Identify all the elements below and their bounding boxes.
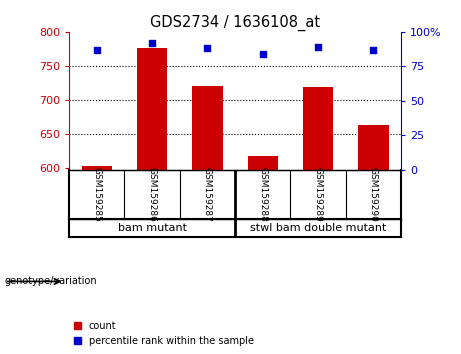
Bar [303, 87, 333, 170]
Text: GSM159289: GSM159289 [313, 167, 323, 222]
Text: GSM159287: GSM159287 [203, 167, 212, 222]
Bar [137, 48, 167, 170]
Point [370, 47, 377, 53]
Bar [82, 166, 112, 170]
Text: bam mutant: bam mutant [118, 223, 187, 233]
Point [93, 47, 100, 53]
Text: GSM159286: GSM159286 [148, 167, 157, 222]
Point [259, 51, 266, 57]
Bar [192, 86, 223, 170]
Text: GSM159285: GSM159285 [92, 167, 101, 222]
Point [148, 40, 156, 46]
Point [314, 44, 322, 50]
Text: GSM159290: GSM159290 [369, 167, 378, 222]
Text: genotype/variation: genotype/variation [5, 276, 97, 286]
Title: GDS2734 / 1636108_at: GDS2734 / 1636108_at [150, 14, 320, 30]
Text: GSM159288: GSM159288 [258, 167, 267, 222]
Point [204, 46, 211, 51]
Bar [358, 125, 389, 170]
Text: stwl bam double mutant: stwl bam double mutant [250, 223, 386, 233]
Bar [248, 156, 278, 170]
Legend: count, percentile rank within the sample: count, percentile rank within the sample [74, 321, 254, 346]
